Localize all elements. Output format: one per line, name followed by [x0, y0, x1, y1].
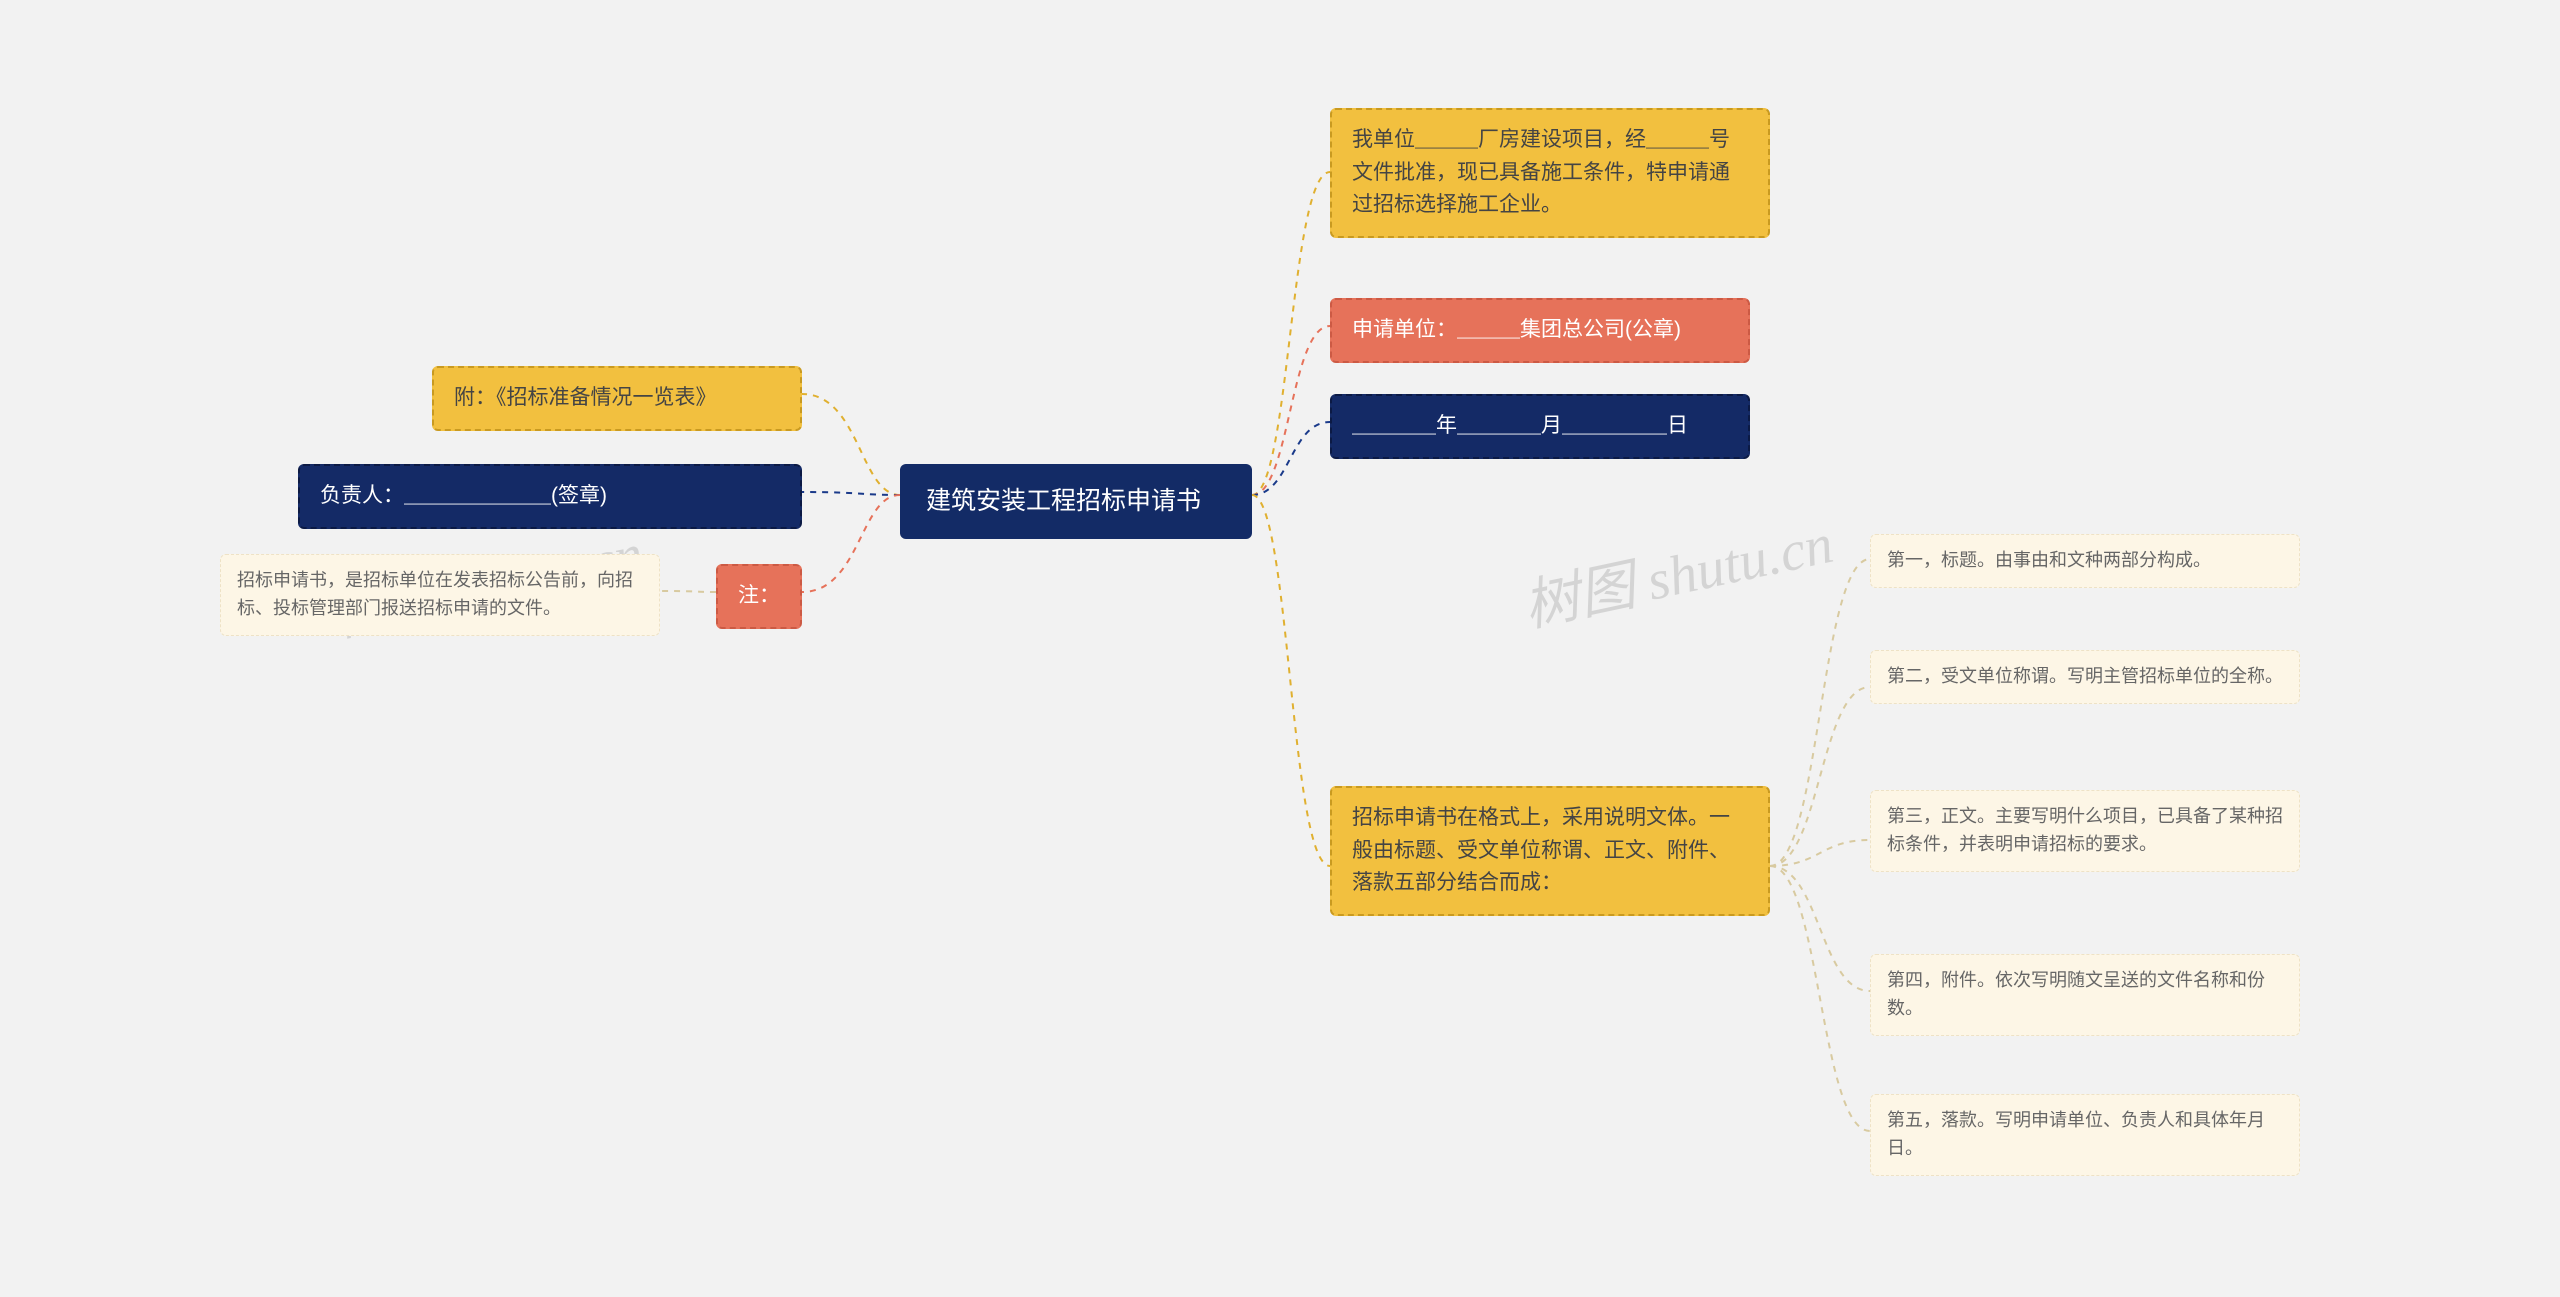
- node-l1[interactable]: 附：《招标准备情况一览表》: [432, 366, 802, 431]
- node-r4d[interactable]: 第四，附件。依次写明随文呈送的文件名称和份数。: [1870, 954, 2300, 1036]
- mindmap-root[interactable]: 建筑安装工程招标申请书: [900, 464, 1252, 539]
- node-r2[interactable]: 申请单位：＿＿＿集团总公司(公章): [1330, 298, 1750, 363]
- node-r3[interactable]: ＿＿＿＿年＿＿＿＿月＿＿＿＿＿日: [1330, 394, 1750, 459]
- node-r4e[interactable]: 第五，落款。写明申请单位、负责人和具体年月日。: [1870, 1094, 2300, 1176]
- node-l3[interactable]: 注：: [716, 564, 802, 629]
- node-l3a[interactable]: 招标申请书，是招标单位在发表招标公告前，向招标、投标管理部门报送招标申请的文件。: [220, 554, 660, 636]
- node-r4b[interactable]: 第二，受文单位称谓。写明主管招标单位的全称。: [1870, 650, 2300, 704]
- node-r1[interactable]: 我单位＿＿＿厂房建设项目，经＿＿＿号文件批准，现已具备施工条件，特申请通过招标选…: [1330, 108, 1770, 238]
- watermark: 树图 shutu.cn: [1515, 498, 1839, 643]
- node-r4[interactable]: 招标申请书在格式上，采用说明文体。一般由标题、受文单位称谓、正文、附件、落款五部…: [1330, 786, 1770, 916]
- node-l2[interactable]: 负责人：＿＿＿＿＿＿＿(签章): [298, 464, 802, 529]
- node-r4a[interactable]: 第一，标题。由事由和文种两部分构成。: [1870, 534, 2300, 588]
- node-r4c[interactable]: 第三，正文。主要写明什么项目，已具备了某种招标条件，并表明申请招标的要求。: [1870, 790, 2300, 872]
